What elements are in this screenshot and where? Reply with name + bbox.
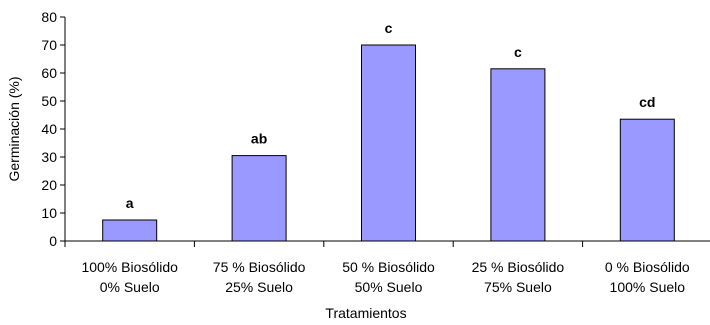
x-category-label: 75% Suelo bbox=[484, 279, 552, 295]
y-tick-label: 50 bbox=[41, 93, 57, 109]
y-tick-label: 70 bbox=[41, 37, 57, 53]
axes bbox=[64, 17, 710, 247]
x-category-label: 100% Suelo bbox=[610, 279, 686, 295]
significance-label: c bbox=[514, 44, 522, 60]
bar bbox=[102, 219, 158, 242]
y-axis-ticks: 0 10 20 30 40 50 60 70 80 bbox=[41, 9, 65, 249]
y-tick-label: 40 bbox=[41, 121, 57, 137]
y-tick-label: 20 bbox=[41, 177, 57, 193]
significance-label: cd bbox=[639, 94, 655, 110]
x-category-label: 50% Suelo bbox=[355, 279, 423, 295]
significance-labels: a ab c c cd bbox=[126, 20, 656, 211]
y-tick-label: 60 bbox=[41, 65, 57, 81]
x-category-label: 50 % Biosólido bbox=[342, 259, 435, 275]
bar bbox=[361, 44, 416, 242]
significance-label: c bbox=[385, 20, 393, 36]
bar bbox=[231, 155, 287, 242]
x-category-label: 25 % Biosólido bbox=[472, 259, 565, 275]
significance-label: a bbox=[126, 195, 134, 211]
x-category-label: 100% Biosólido bbox=[81, 259, 178, 275]
y-axis-title: Germinación (%) bbox=[6, 76, 22, 181]
x-category-label: 75 % Biosólido bbox=[213, 259, 306, 275]
bar bbox=[490, 68, 546, 242]
x-axis-title: Tratamientos bbox=[325, 305, 406, 321]
bars bbox=[102, 44, 675, 242]
x-category-label: 0 % Biosólido bbox=[605, 259, 690, 275]
x-axis-categories: 100% Biosólido 0% Suelo 75 % Biosólido 25% … bbox=[81, 259, 689, 295]
y-tick-label: 30 bbox=[41, 149, 57, 165]
y-tick-label: 80 bbox=[41, 9, 57, 25]
bar bbox=[619, 118, 675, 242]
x-category-label: 0% Suelo bbox=[100, 279, 160, 295]
significance-label: ab bbox=[251, 131, 267, 147]
y-tick-label: 0 bbox=[49, 233, 57, 249]
x-category-label: 25% Suelo bbox=[225, 279, 293, 295]
y-tick-label: 10 bbox=[41, 205, 57, 221]
